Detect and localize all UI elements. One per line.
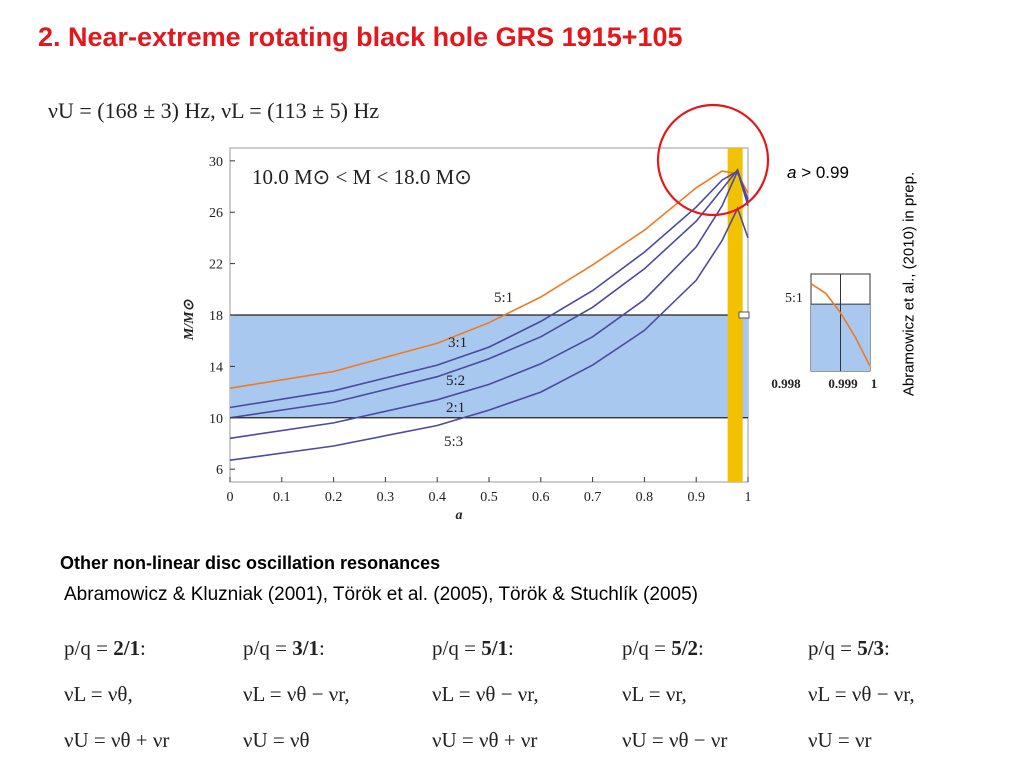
section-heading: Other non-linear disc oscillation resona…: [60, 553, 441, 573]
resonance-nu-upper: νU = νr: [808, 728, 872, 752]
y-axis-label: M/M⊙: [182, 298, 197, 341]
series-label-5-1: 5:1: [494, 290, 513, 306]
series-5-3-line: [229, 206, 749, 461]
inset-x-tick-label: 1: [871, 376, 878, 391]
resonance-ratio: p/q = 5/3:: [808, 636, 890, 660]
resonance-nu-lower: νL = νθ − νr,: [432, 682, 539, 706]
resonance-column-5-1: p/q = 5/1: νL = νθ − νr, νU = νθ + νr: [432, 625, 539, 763]
resonance-nu-lower: νL = νθ − νr,: [808, 682, 915, 706]
x-tick-label: 0.6: [532, 490, 550, 505]
resonance-chart: 10.0 M⊙ < M < 18.0 M⊙ 5:1 3:1 5:2 2:1 5:3 0 0.1…: [182, 103, 878, 523]
frequency-values: νU = (168 ± 3) Hz, νL = (113 ± 5) Hz: [48, 98, 380, 123]
y-tick-label: 18: [209, 309, 223, 324]
x-tick-label: 0.7: [584, 490, 602, 505]
references-line: Abramowicz & Kluzniak (2001), Török et a…: [64, 584, 698, 605]
resonance-nu-upper: νU = νθ + νr: [432, 728, 538, 752]
mass-range-label: 10.0 M⊙ < M < 18.0 M⊙: [252, 165, 472, 189]
x-tick-label: 0.1: [273, 490, 291, 505]
inset-x-tick-label: 0.999: [828, 376, 858, 391]
spin-threshold: > 0.99: [796, 163, 849, 182]
side-reference-text: Abramowicz et al., (2010) in prep.: [900, 171, 918, 397]
series-label-5-3: 5:3: [444, 434, 463, 450]
y-tick-label: 6: [216, 463, 223, 478]
resonance-column-5-2: p/q = 5/2: νL = νr, νU = νθ − νr: [622, 625, 727, 763]
x-tick-label: 0.2: [325, 490, 343, 505]
series-3-1-line: [229, 169, 749, 409]
series-5-1-line: [229, 170, 749, 389]
resonance-nu-upper: νU = νθ: [243, 728, 310, 752]
y-tick-label: 30: [209, 155, 223, 170]
series-label-3-1: 3:1: [448, 335, 467, 351]
highlight-circle: [656, 103, 770, 217]
y-tick-label: 26: [209, 206, 223, 221]
resonance-ratio: p/q = 3/1:: [243, 636, 325, 660]
spin-highlight-strip: [727, 148, 743, 482]
x-axis-label: a: [456, 508, 463, 523]
resonance-nu-upper: νU = νθ + νr: [64, 728, 170, 752]
inset-series-line: [810, 283, 871, 367]
resonance-ratio: p/q = 5/2:: [622, 636, 704, 660]
resonance-column-3-1: p/q = 3/1: νL = νθ − νr, νU = νθ: [243, 625, 350, 763]
resonance-nu-lower: νL = νr,: [622, 682, 687, 706]
x-tick-label: 0.5: [480, 490, 498, 505]
x-tick-label: 0.3: [377, 490, 395, 505]
side-reference: Abramowicz et al., (2010) in prep.: [893, 148, 925, 420]
mass-band: [230, 315, 748, 418]
slide-title: 2. Near-extreme rotating black hole GRS …: [38, 22, 683, 52]
x-tick-label: 0: [227, 490, 234, 505]
inset-series-label: 5:1: [785, 291, 803, 306]
x-tick-label: 0.9: [687, 490, 705, 505]
y-tick-label: 14: [209, 360, 223, 375]
spin-condition: a > 0.99: [787, 163, 849, 183]
series-5-2-line: [229, 168, 749, 419]
series-label-5-2: 5:2: [446, 373, 465, 389]
resonance-nu-lower: νL = νθ,: [64, 682, 133, 706]
x-tick-label: 0.4: [428, 490, 446, 505]
resonance-nu-upper: νU = νθ − νr: [622, 728, 728, 752]
x-tick-label: 0.8: [636, 490, 654, 505]
x-tick-label: 1: [745, 490, 752, 505]
resonance-nu-lower: νL = νθ − νr,: [243, 682, 350, 706]
series-2-1-line: [229, 168, 749, 440]
resonance-column-5-3: p/q = 5/3: νL = νθ − νr, νU = νr: [808, 625, 915, 763]
y-tick-label: 10: [209, 412, 223, 427]
resonance-ratio: p/q = 5/1:: [432, 636, 514, 660]
y-tick-label: 22: [209, 258, 223, 273]
edge-marker: [738, 311, 750, 319]
series-label-2-1: 2:1: [446, 400, 465, 416]
inset-x-tick-label: 0.998: [771, 376, 801, 391]
resonance-column-2-1: p/q = 2/1: νL = νθ, νU = νθ + νr: [64, 625, 169, 763]
spin-symbol: a: [787, 163, 797, 182]
resonance-ratio: p/q = 2/1:: [64, 636, 146, 660]
